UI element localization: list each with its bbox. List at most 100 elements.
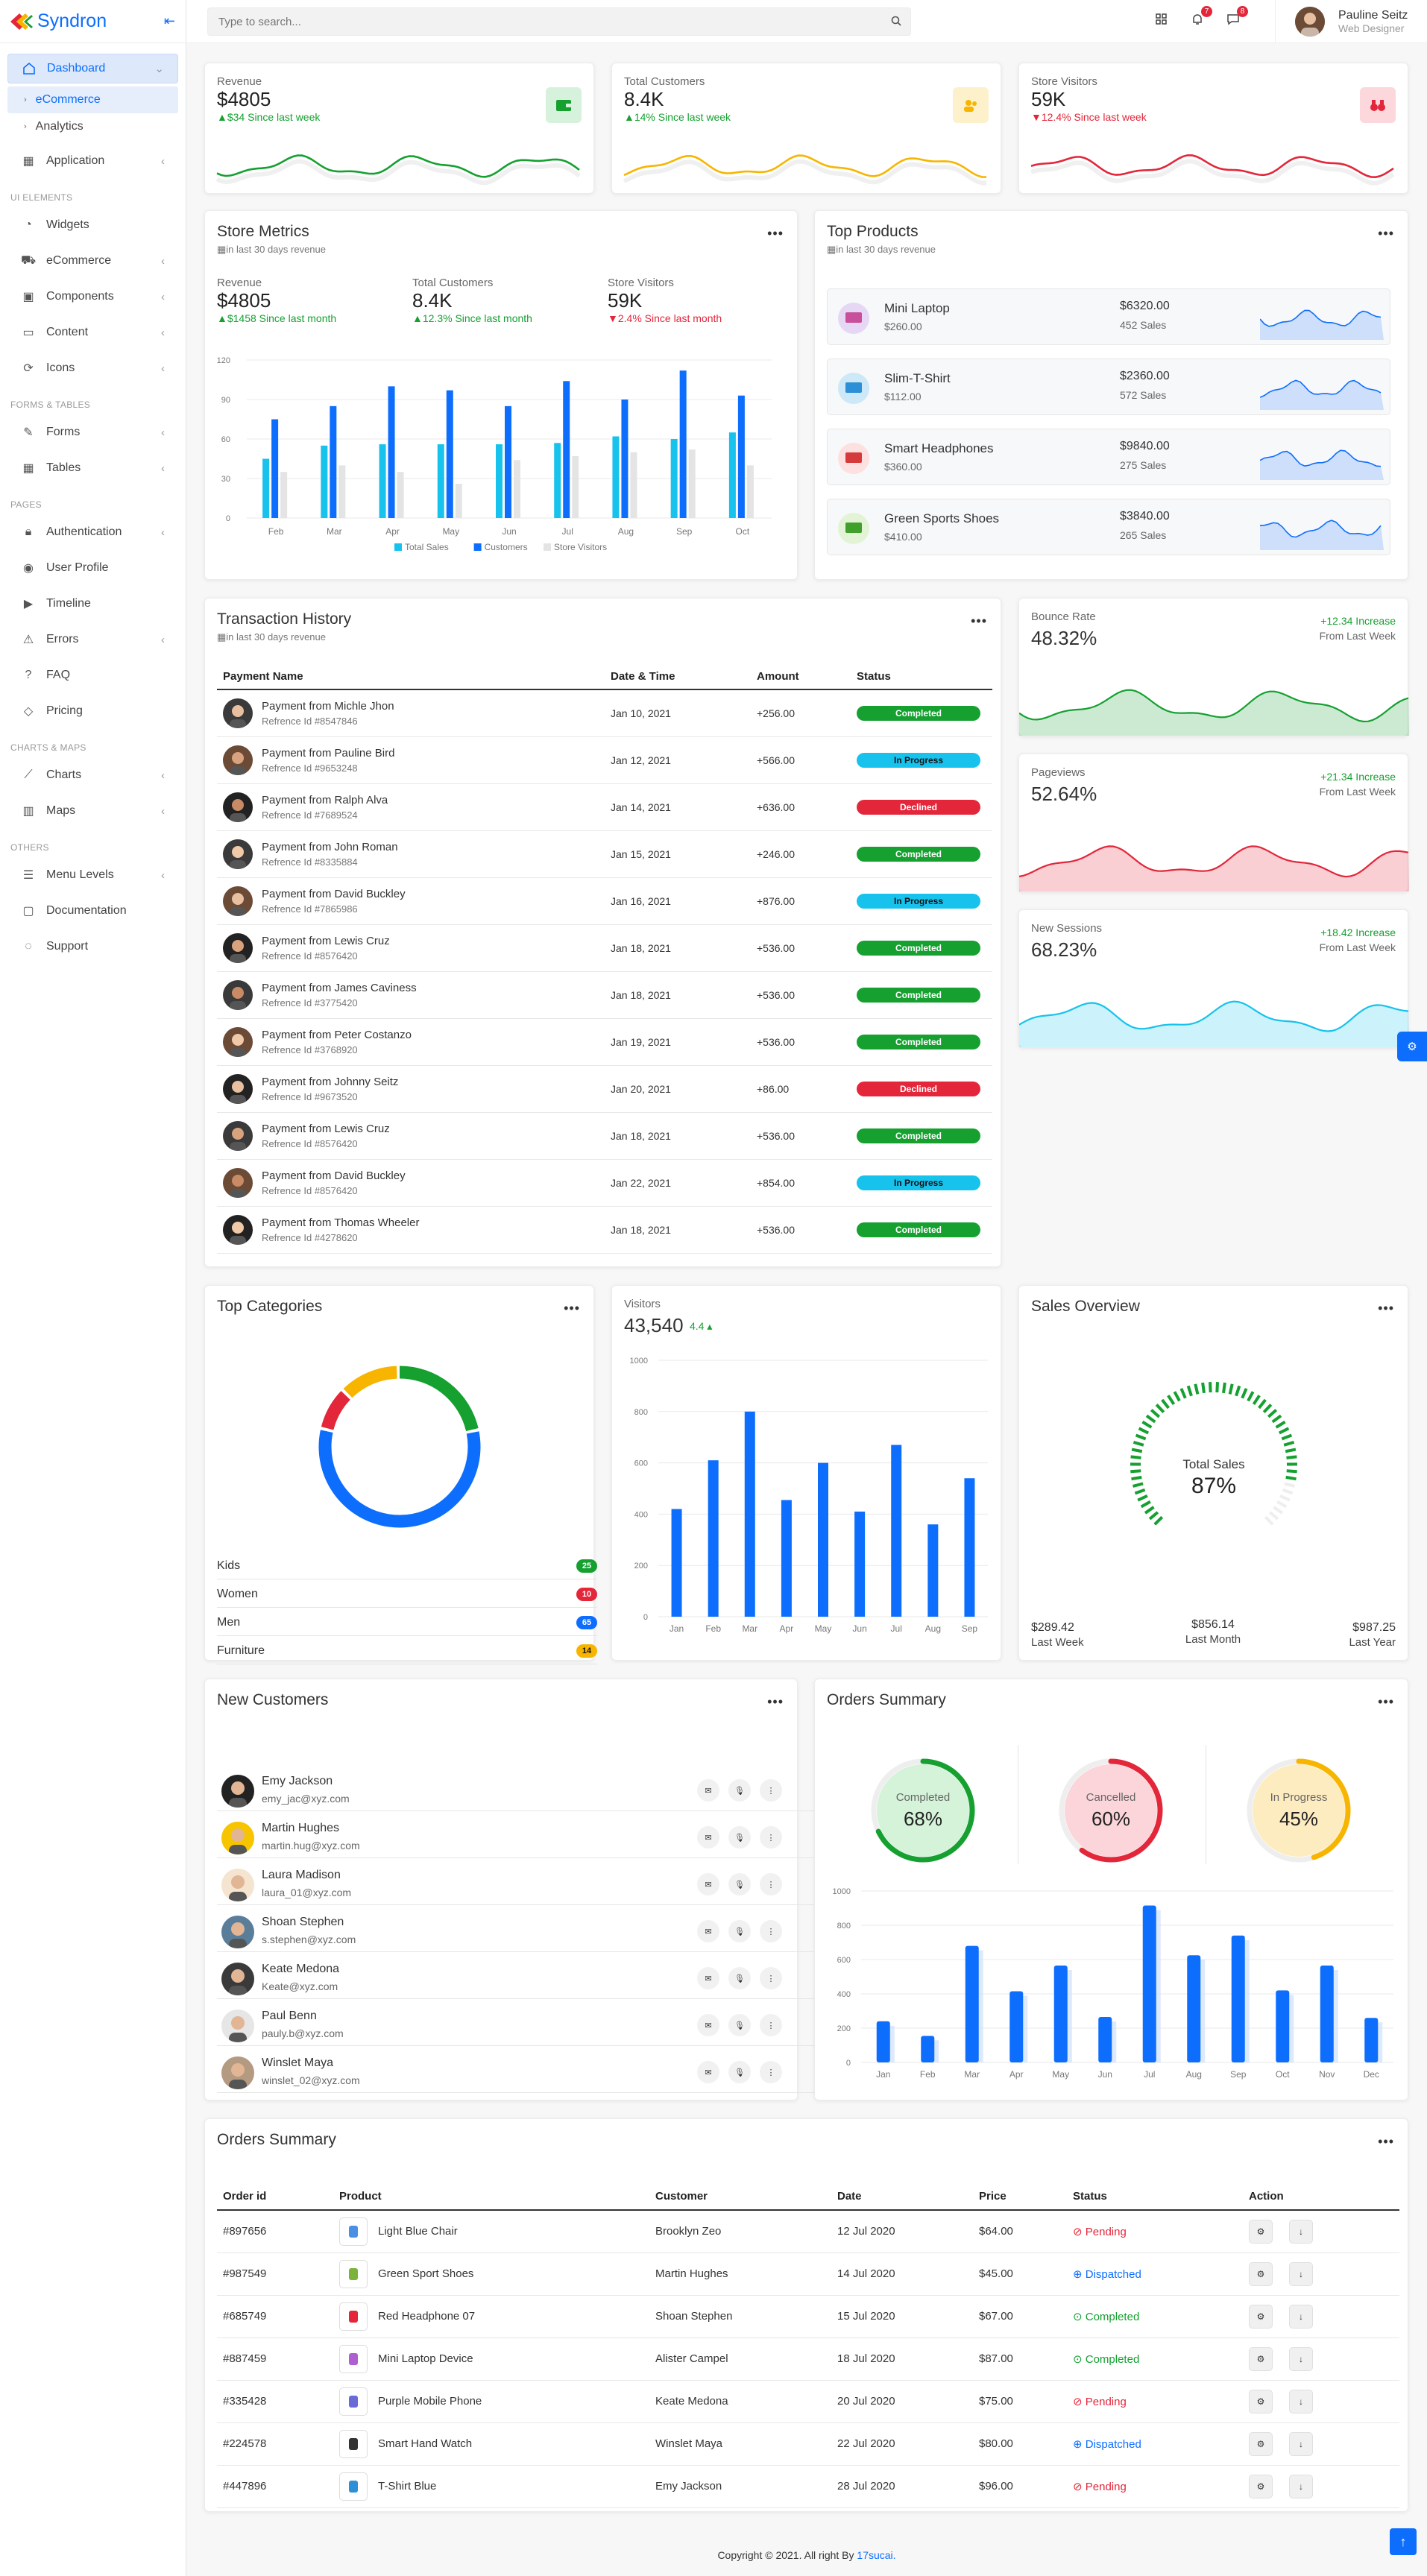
more-vertical-button[interactable]: ⋮ — [760, 1873, 782, 1895]
table-row[interactable]: #335428 Purple Mobile Phone Keate Medona… — [217, 2380, 1399, 2423]
mic-button[interactable]: 🎙︎ — [728, 2014, 751, 2036]
more-options-icon[interactable]: ••• — [1378, 1301, 1394, 1316]
search-input[interactable] — [208, 8, 910, 35]
more-options-icon[interactable]: ••• — [1378, 226, 1394, 241]
table-row[interactable]: #987549 Green Sport Shoes Martin Hughes … — [217, 2253, 1399, 2296]
settings-button[interactable]: ⚙ — [1249, 2219, 1273, 2244]
download-button[interactable]: ↓ — [1289, 2389, 1313, 2414]
sidebar-item-icons[interactable]: ⟳ Icons ‹ — [7, 350, 178, 386]
sidebar-item-errors[interactable]: ⚠ Errors ‹ — [7, 622, 178, 657]
mic-button[interactable]: 🎙︎ — [728, 1779, 751, 1802]
more-vertical-button[interactable]: ⋮ — [760, 2061, 782, 2083]
product-item[interactable]: Mini Laptop $260.00 $6320.00 452 Sales — [827, 288, 1390, 345]
sidebar-item-charts[interactable]: ⟋ Charts ‹ — [7, 757, 178, 793]
mail-button[interactable]: ✉ — [697, 1920, 719, 1942]
settings-button[interactable]: ⚙ — [1249, 2431, 1273, 2456]
table-row[interactable]: #897656 Light Blue Chair Brooklyn Zeo 12… — [217, 2210, 1399, 2253]
sidebar-item-faq[interactable]: ? FAQ — [7, 657, 178, 693]
category-row[interactable]: Furniture 14 — [217, 1638, 597, 1664]
sidebar-item-user-profile[interactable]: ◉ User Profile — [7, 550, 178, 586]
more-options-icon[interactable]: ••• — [1378, 2134, 1394, 2149]
sidebar-item-maps[interactable]: ▥ Maps ‹ — [7, 793, 178, 829]
table-row[interactable]: Payment from David Buckley Refrence Id #7… — [217, 877, 992, 925]
settings-gear-icon[interactable]: ⚙ — [1397, 1032, 1427, 1061]
sidebar-item-support[interactable]: ◌ Support — [7, 929, 178, 965]
sidebar-item-tables[interactable]: ▦ Tables ‹ — [7, 450, 178, 486]
sidebar-item-ecommerce[interactable]: ⛟ eCommerce ‹ — [20, 254, 165, 268]
settings-button[interactable]: ⚙ — [1249, 2304, 1273, 2329]
sidebar-item-menu-levels[interactable]: ☰ Menu Levels ‹ — [7, 857, 178, 893]
more-vertical-button[interactable]: ⋮ — [760, 2014, 782, 2036]
category-row[interactable]: Kids 25 — [217, 1553, 597, 1579]
table-row[interactable]: #447896 T-Shirt Blue Emy Jackson 28 Jul … — [217, 2465, 1399, 2508]
product-item[interactable]: Slim-T-Shirt $112.00 $2360.00 572 Sales — [827, 359, 1390, 415]
category-row[interactable]: Men 65 — [217, 1609, 597, 1636]
download-button[interactable]: ↓ — [1289, 2261, 1313, 2286]
more-vertical-button[interactable]: ⋮ — [760, 1826, 782, 1849]
more-options-icon[interactable]: ••• — [767, 1694, 784, 1709]
more-options-icon[interactable]: ••• — [1378, 1694, 1394, 1709]
table-row[interactable]: Payment from James Caviness Refrence Id #… — [217, 971, 992, 1019]
mail-button[interactable]: ✉ — [697, 2014, 719, 2036]
footer-link[interactable]: 17sucai. — [857, 2549, 896, 2561]
table-row[interactable]: Payment from Johnny Seitz Refrence Id #96… — [217, 1065, 992, 1113]
mail-button[interactable]: ✉ — [697, 1967, 719, 1989]
mic-button[interactable]: 🎙︎ — [728, 1826, 751, 1849]
settings-button[interactable]: ⚙ — [1249, 2389, 1273, 2414]
apps-icon[interactable] — [1154, 12, 1171, 28]
more-options-icon[interactable]: ••• — [564, 1301, 580, 1316]
download-button[interactable]: ↓ — [1289, 2304, 1313, 2329]
sidebar-item-pricing[interactable]: ◇ Pricing — [7, 693, 178, 729]
more-vertical-button[interactable]: ⋮ — [760, 1920, 782, 1942]
search-icon[interactable] — [891, 16, 901, 29]
sidebar-toggle-icon[interactable]: ⇤ — [163, 13, 175, 28]
table-row[interactable]: Payment from Lewis Cruz Refrence Id #8576… — [217, 924, 992, 972]
settings-button[interactable]: ⚙ — [1249, 2346, 1273, 2371]
table-row[interactable]: Payment from Lewis Cruz Refrence Id #8576… — [217, 1112, 992, 1160]
more-options-icon[interactable]: ••• — [971, 613, 987, 628]
table-row[interactable]: Payment from Pauline Bird Refrence Id #96… — [217, 736, 992, 784]
sidebar-item-documentation[interactable]: ▢ Documentation — [7, 893, 178, 929]
sidebar-subitem-ecommerce[interactable]: › eCommerce — [7, 86, 178, 113]
sidebar-subitem-analytics[interactable]: › Analytics — [24, 120, 84, 133]
product-item[interactable]: Green Sports Shoes $410.00 $3840.00 265 … — [827, 499, 1390, 555]
message-icon[interactable]: 8 — [1226, 6, 1248, 28]
sidebar-item-components[interactable]: ▣ Components ‹ — [7, 279, 178, 315]
more-vertical-button[interactable]: ⋮ — [760, 1779, 782, 1802]
mail-button[interactable]: ✉ — [697, 1779, 719, 1802]
scroll-top-button[interactable]: ↑ — [1390, 2528, 1417, 2555]
table-row[interactable]: #224578 Smart Hand Watch Winslet Maya 22… — [217, 2422, 1399, 2466]
table-row[interactable]: Payment from Thomas Wheeler Refrence Id #… — [217, 1206, 992, 1254]
table-row[interactable]: #887459 Mini Laptop Device Alister Campe… — [217, 2337, 1399, 2381]
sidebar-item-authentication[interactable]: 🔒︎ Authentication ‹ — [7, 514, 178, 550]
mail-button[interactable]: ✉ — [697, 1873, 719, 1895]
sidebar-item-widgets[interactable]: ◔ Widgets — [7, 207, 178, 243]
table-row[interactable]: Payment from David Buckley Refrence Id #8… — [217, 1159, 992, 1207]
mic-button[interactable]: 🎙︎ — [728, 1967, 751, 1989]
download-button[interactable]: ↓ — [1289, 2474, 1313, 2498]
sidebar-item-timeline[interactable]: ▶ Timeline — [7, 586, 178, 622]
mail-button[interactable]: ✉ — [697, 1826, 719, 1849]
table-row[interactable]: Payment from Michle Jhon Refrence Id #854… — [217, 689, 992, 737]
mic-button[interactable]: 🎙︎ — [728, 1873, 751, 1895]
more-vertical-button[interactable]: ⋮ — [760, 1967, 782, 1989]
sidebar-item-application[interactable]: ▦ Application ‹ — [7, 143, 178, 179]
table-row[interactable]: #685749 Red Headphone 07 Shoan Stephen 1… — [217, 2295, 1399, 2338]
download-button[interactable]: ↓ — [1289, 2346, 1313, 2371]
table-row[interactable]: Payment from Ralph Alva Refrence Id #7689… — [217, 783, 992, 831]
mail-button[interactable]: ✉ — [697, 2061, 719, 2083]
bell-icon[interactable]: 7 — [1190, 6, 1212, 28]
sidebar-item-dashboard[interactable]: Dashboard ⌄ — [7, 54, 178, 83]
product-item[interactable]: Smart Headphones $360.00 $9840.00 275 Sa… — [827, 429, 1390, 485]
mic-button[interactable]: 🎙︎ — [728, 1920, 751, 1942]
sidebar-item-content[interactable]: ▭ Content ‹ — [7, 315, 178, 350]
mic-button[interactable]: 🎙︎ — [728, 2061, 751, 2083]
settings-button[interactable]: ⚙ — [1249, 2474, 1273, 2498]
sidebar-item-forms[interactable]: ✎ Forms ‹ — [7, 414, 178, 450]
download-button[interactable]: ↓ — [1289, 2431, 1313, 2456]
more-options-icon[interactable]: ••• — [767, 226, 784, 241]
table-row[interactable]: Payment from John Roman Refrence Id #8335… — [217, 830, 992, 878]
download-button[interactable]: ↓ — [1289, 2219, 1313, 2244]
user-menu[interactable]: Pauline Seitz Web Designer — [1275, 0, 1408, 43]
category-row[interactable]: Women 10 — [217, 1581, 597, 1608]
